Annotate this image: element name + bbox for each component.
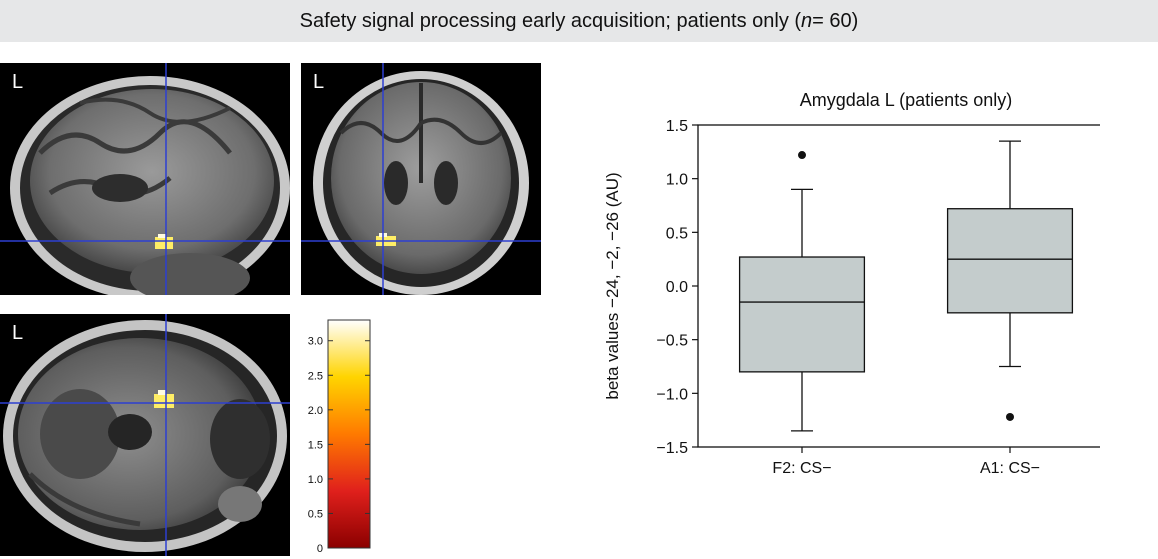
y-tick-label: 1.0	[666, 172, 688, 189]
sagittal-brain-image	[0, 63, 290, 295]
colorbar-svg: 3.0 2.5 2.0 1.5 1.0 0.5 0	[308, 319, 371, 555]
y-tick-label: 1.5	[666, 118, 688, 135]
figure-title-banner: Safety signal processing early acquisiti…	[0, 0, 1158, 42]
colorbar-tick-label: 1.5	[308, 439, 323, 451]
colorbar-tick-label: 2.0	[308, 405, 323, 417]
x-tick-label: A1: CS−	[980, 460, 1040, 477]
y-tick-label: 0.5	[666, 225, 688, 242]
box-body	[946, 208, 1074, 314]
axial-brain-image	[0, 314, 290, 556]
box-body	[738, 256, 866, 373]
y-tick-label: −1.5	[656, 440, 688, 457]
box-2	[946, 140, 1074, 421]
outlier-point	[1006, 412, 1014, 421]
coronal-brain-image	[301, 63, 541, 295]
colorbar-tick-label: 2.5	[308, 370, 323, 382]
axial-left-label: L	[12, 322, 24, 344]
y-tick-label: 0.0	[666, 279, 688, 296]
axial-brain-panel: L	[0, 314, 290, 556]
colorbar-tick-label: 0.5	[308, 508, 323, 520]
y-axis-label: beta values −24, −2, −26 (AU)	[603, 172, 622, 399]
chart-title: Amygdala L (patients only)	[800, 90, 1012, 110]
outlier-point	[798, 151, 806, 160]
x-tick-label: F2: CS−	[772, 460, 831, 477]
y-tick-label: −0.5	[656, 333, 688, 350]
y-tick-label: −1.0	[656, 386, 688, 403]
coronal-left-label: L	[313, 71, 325, 93]
coronal-brain-panel: L	[301, 63, 541, 295]
colorbar-gradient	[327, 319, 371, 549]
colorbar: 3.0 2.5 2.0 1.5 1.0 0.5 0	[300, 318, 390, 555]
figure-title-after: = 60)	[812, 9, 859, 32]
colorbar-tick-label: 1.0	[308, 474, 323, 486]
boxplot-chart: Amygdala L (patients only) 1.5 1.0 0.5 0.0 −0…	[603, 90, 1100, 477]
colorbar-tick-label: 3.0	[308, 336, 323, 348]
figure-title-before: Safety signal processing early acquisiti…	[299, 9, 802, 32]
sagittal-brain-panel: L	[0, 63, 290, 295]
colorbar-tick-label: 0	[317, 543, 323, 554]
sagittal-left-label: L	[12, 71, 24, 93]
box-1	[738, 151, 866, 432]
figure-title-n: n	[801, 9, 813, 32]
